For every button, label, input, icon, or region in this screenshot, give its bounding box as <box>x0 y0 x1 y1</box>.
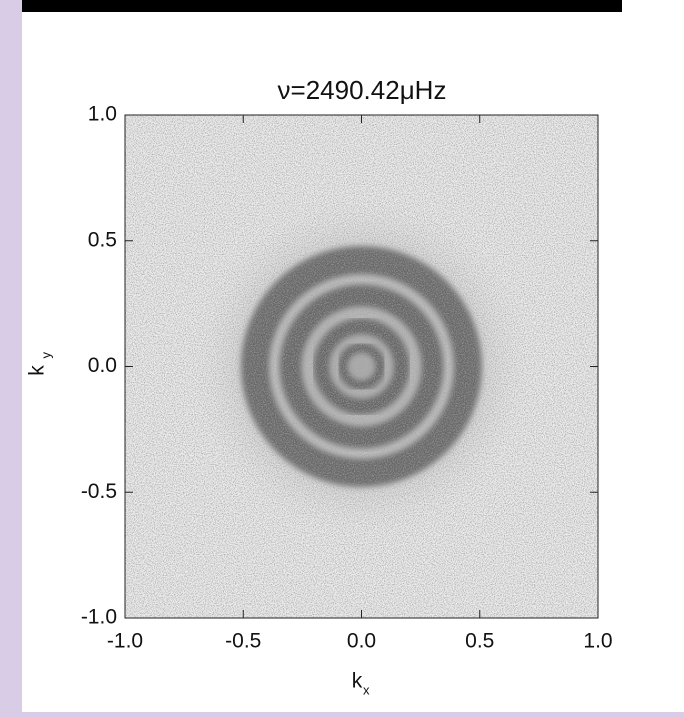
x-axis-label: k <box>352 670 363 693</box>
y-tick-label: 0.0 <box>88 354 117 377</box>
x-tick-label: 0.5 <box>465 630 494 653</box>
y-tick-label: -1.0 <box>81 606 117 629</box>
x-tick-label: -0.5 <box>225 630 261 653</box>
chart-title: ν=2490.42μHz <box>278 75 447 105</box>
top-bar <box>22 0 622 12</box>
y-axis-label-sub: y <box>38 352 53 359</box>
x-axis-label-sub: x <box>363 682 370 697</box>
x-tick-label: -1.0 <box>107 630 143 653</box>
plot-area <box>125 115 598 618</box>
y-axis-label: k <box>26 365 49 376</box>
x-tick-label: 0.0 <box>347 630 376 653</box>
y-tick-label: 1.0 <box>88 103 117 126</box>
speckle <box>125 115 598 618</box>
y-tick-label: -0.5 <box>81 480 117 503</box>
x-tick-label: 1.0 <box>583 630 612 653</box>
y-tick-label: 0.5 <box>88 228 117 251</box>
